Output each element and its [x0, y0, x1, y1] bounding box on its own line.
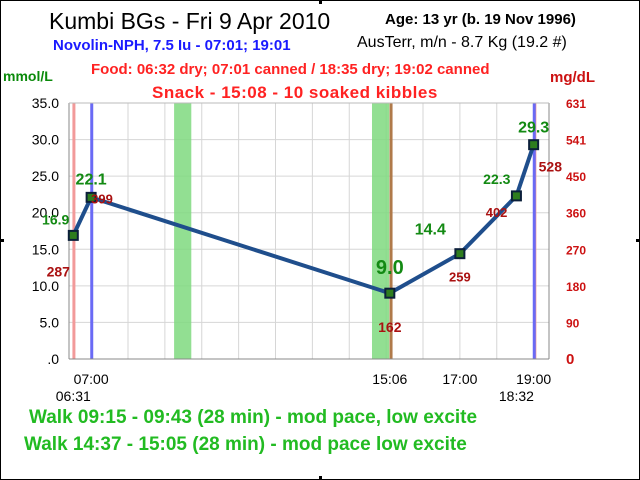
y-tick-label-right: 180 [566, 280, 586, 294]
x-tick-label: 18:32 [499, 388, 534, 404]
x-tick-label: 17:00 [442, 371, 477, 387]
x-tick-label: 19:00 [516, 371, 551, 387]
data-label-mgdl: 528 [539, 159, 563, 175]
walk-note-1: Walk 09:15 - 09:43 (28 min) - mod pace, … [29, 407, 478, 428]
data-label-mmol: 22.3 [483, 171, 510, 187]
y-tick-label-left: 20.0 [32, 205, 59, 221]
x-tick-label: 07:00 [74, 371, 109, 387]
age-info: Age: 13 yr (b. 19 Nov 1996) [385, 11, 576, 28]
border-tick [319, 1, 322, 4]
data-label-mgdl: 287 [47, 263, 71, 279]
y-tick-label-right: 270 [566, 243, 586, 257]
data-point-marker [67, 229, 79, 241]
data-point-marker [384, 287, 396, 299]
data-point-marker [510, 190, 522, 202]
data-label-mgdl: 259 [449, 270, 471, 285]
y-tick-label-left: .0 [47, 351, 59, 367]
y-tick-label-left: 35.0 [32, 95, 59, 111]
y-tick-label-left: 25.0 [32, 168, 59, 184]
data-label-mmol: 9.0 [376, 257, 404, 279]
x-tick-label: 06:31 [56, 388, 91, 404]
walk-note-2: Walk 14:37 - 15:05 (28 min) - mod pace l… [24, 434, 467, 455]
data-point-marker [528, 139, 540, 151]
y-tick-label-left: 15.0 [32, 241, 59, 257]
walk-band [174, 103, 192, 359]
snack-note: Snack - 15:08 - 10 soaked kibbles [152, 83, 438, 102]
data-label-mmol: 14.4 [415, 222, 446, 239]
food-note: Food: 06:32 dry; 07:01 canned / 18:35 dr… [91, 61, 490, 78]
y-tick-label-left: 30.0 [32, 132, 59, 148]
data-point-marker [85, 191, 97, 203]
y-tick-label-left: 5.0 [40, 314, 60, 330]
border-tick [319, 476, 322, 479]
breed-weight-info: AusTerr, m/n - 8.7 Kg (19.2 #) [357, 34, 567, 51]
y-tick-label-right: 0 [566, 351, 574, 368]
border-tick [636, 239, 639, 242]
border-tick [1, 239, 4, 242]
data-point-marker [454, 248, 466, 260]
data-label-mmol: 22.1 [76, 171, 107, 188]
data-label-mgdl: 399 [91, 191, 113, 206]
bg-series-line [71, 144, 536, 296]
x-tick-label: 15:06 [372, 371, 407, 387]
y-tick-label-right: 360 [566, 207, 586, 221]
y-tick-label-left: 10.0 [32, 278, 59, 294]
data-label-mmol: 16.9 [42, 211, 69, 227]
insulin-subtitle: Novolin-NPH, 7.5 Iu - 07:01; 19:01 [53, 37, 291, 54]
y-axis-label-right: mg/dL [550, 69, 595, 86]
chart-title: Kumbi BGs - Fri 9 Apr 2010 [49, 8, 331, 34]
data-label-mgdl: 402 [486, 205, 508, 220]
data-label-mmol: 29.3 [518, 120, 549, 137]
data-label-mgdl: 162 [378, 319, 402, 335]
y-tick-label-right: 541 [566, 134, 586, 148]
y-tick-label-right: 450 [566, 170, 586, 184]
y-axis-label-left: mmol/L [3, 68, 53, 84]
y-tick-label-right: 631 [566, 97, 586, 111]
y-tick-label-right: 90 [566, 316, 580, 330]
